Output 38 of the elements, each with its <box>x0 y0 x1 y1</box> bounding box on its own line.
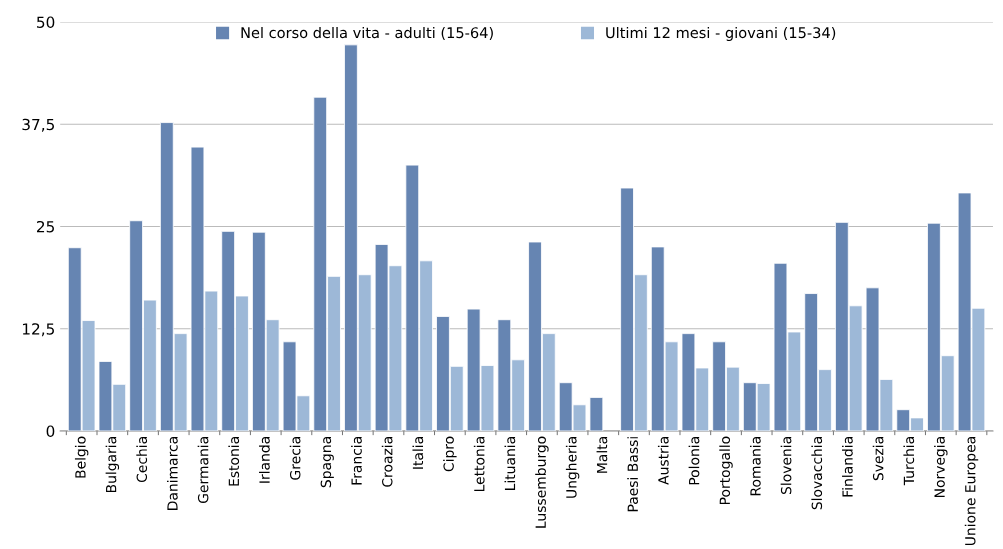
x-tick-label: Estonia <box>228 437 240 486</box>
x-tick-label: Turchia <box>903 437 915 486</box>
legend-label: Nel corso della vita - adulti (15-64) <box>241 26 493 40</box>
x-tick-label: Belgio <box>74 436 89 478</box>
x-tick-label: Ungheria <box>565 437 580 498</box>
x-tick-label: Romania <box>749 437 761 496</box>
y-tick-label: 50 <box>37 16 55 28</box>
x-tick-label: Francia <box>351 437 362 485</box>
x-tick-label: Danimarca <box>166 437 178 510</box>
x-tick-label: Lettonia <box>473 437 485 492</box>
x-tick-label: Cechia <box>136 437 148 483</box>
x-tick-label: Germania <box>197 437 209 504</box>
x-tick-label: Spagna <box>320 437 334 488</box>
x-tick-label: Norvegia <box>934 437 948 498</box>
y-tick-label: 12,5 <box>22 323 54 337</box>
x-tick-label: Malta <box>596 437 608 473</box>
x-tick-label: Polonia <box>688 437 700 485</box>
x-tick-label: Finlandia <box>842 437 853 497</box>
x-tick-label: Grecia <box>289 437 301 480</box>
x-tick-label: Portogallo <box>719 436 733 505</box>
x-tick-label: Slovacchia <box>811 437 823 510</box>
x-tick-label: Italia <box>412 437 424 469</box>
y-tick-label: 25 <box>37 220 54 233</box>
x-tick-label: Svezia <box>872 437 884 481</box>
x-tick-label: Paesi Bassi <box>627 437 638 512</box>
y-tick-label: 0 <box>46 425 55 437</box>
bar <box>589 397 604 431</box>
legend-label: Ultimi 12 mesi - giovani (15-34) <box>606 26 836 42</box>
x-tick-label: Austria <box>657 437 669 485</box>
x-tick-label: Croazia <box>381 437 393 487</box>
x-tick-label: Lussemburgo <box>535 436 549 528</box>
x-tick-label: Irlanda <box>259 437 270 483</box>
y-tick-label: 37,5 <box>22 118 54 132</box>
x-tick-label: Slovenia <box>780 437 792 495</box>
x-tick-label: Cipro <box>443 436 457 472</box>
x-tick-label: Unione Europea <box>964 437 979 546</box>
x-tick-label: Lituania <box>504 437 516 490</box>
x-tick-label: Bulgaria <box>105 437 120 493</box>
